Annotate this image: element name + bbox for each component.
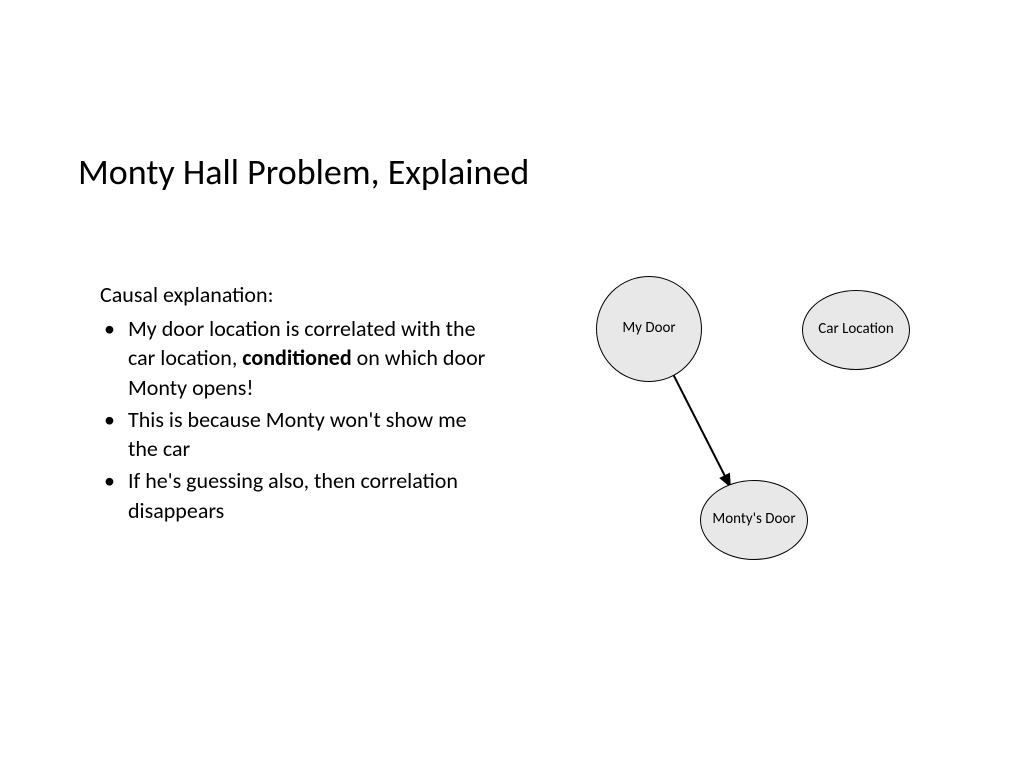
bullet-2: This is because Monty won't show me the … bbox=[128, 405, 500, 464]
node-car-location: Car Location bbox=[802, 290, 910, 370]
bullet-3: If he's guessing also, then correlation … bbox=[128, 466, 500, 525]
edge-mydoor-montysdoor bbox=[672, 372, 730, 486]
bullet-1: My door location is correlated with the … bbox=[128, 314, 500, 403]
bullet-1-bold: conditioned bbox=[242, 344, 351, 371]
causal-diagram: My Door Car Location Monty's Door bbox=[560, 270, 980, 610]
slide-title: Monty Hall Problem, Explained bbox=[78, 150, 529, 194]
node-car-location-label: Car Location bbox=[818, 321, 893, 338]
bullet-list: My door location is correlated with the … bbox=[100, 314, 500, 526]
text-heading: Causal explanation: bbox=[100, 280, 500, 310]
node-montys-door-label: Monty's Door bbox=[712, 511, 795, 528]
node-montys-door: Monty's Door bbox=[700, 480, 808, 560]
node-my-door: My Door bbox=[596, 276, 702, 382]
explanation-text: Causal explanation: My door location is … bbox=[100, 280, 500, 528]
node-my-door-label: My Door bbox=[622, 320, 675, 337]
